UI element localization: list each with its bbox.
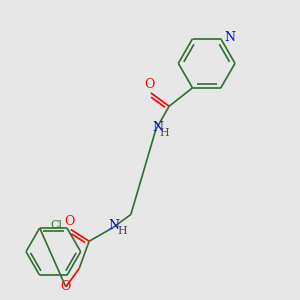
- Text: O: O: [144, 78, 154, 91]
- Text: N: N: [224, 31, 235, 44]
- Text: Cl: Cl: [50, 220, 62, 230]
- Text: N: N: [152, 122, 163, 134]
- Text: N: N: [109, 219, 120, 232]
- Text: H: H: [159, 128, 169, 138]
- Text: H: H: [117, 226, 127, 236]
- Text: O: O: [61, 280, 71, 293]
- Text: O: O: [64, 215, 74, 228]
